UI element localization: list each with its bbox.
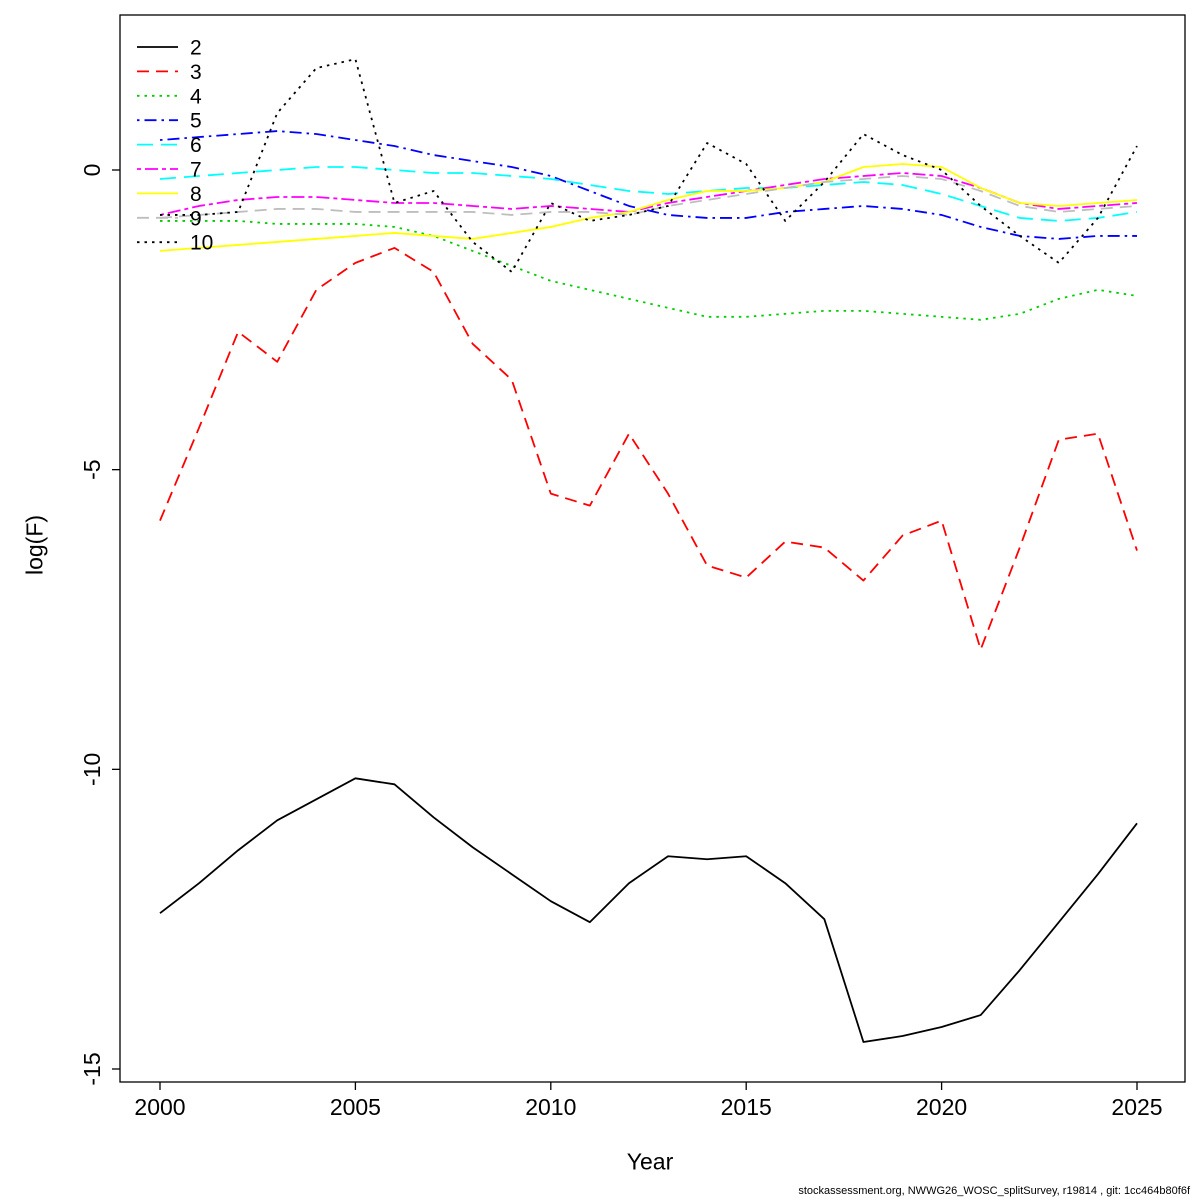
legend-item-4: 4 (137, 85, 202, 108)
series-line-10 (160, 58, 1138, 273)
y-tick-label: 0 (79, 164, 105, 177)
series-line-7 (159, 172, 1138, 216)
legend-item-10: 10 (137, 232, 213, 255)
series-line-9 (159, 175, 1138, 219)
x-tick-label: 2015 (721, 1094, 772, 1120)
y-tick-label: -5 (79, 459, 105, 479)
legend-item-3: 3 (137, 61, 202, 84)
legend-item-8: 8 (137, 183, 202, 206)
legend-label: 6 (190, 134, 202, 157)
legend-item-7: 7 (137, 159, 202, 182)
series-line-2 (159, 777, 1138, 1043)
plot-box (119, 14, 1186, 1083)
x-tick-label: 2005 (330, 1094, 381, 1120)
x-tick-label: 2025 (1111, 1094, 1162, 1120)
legend-label: 2 (190, 37, 202, 60)
x-tick-label: 2000 (134, 1094, 185, 1120)
legend-label: 7 (190, 159, 202, 182)
series-line-3 (159, 247, 1138, 651)
series-line-5 (159, 130, 1137, 240)
legend-item-9: 9 (137, 207, 202, 230)
series-line-4 (160, 220, 1138, 321)
y-axis-title: log(F) (21, 514, 48, 576)
x-tick-label: 2020 (916, 1094, 967, 1120)
series-line-8 (159, 163, 1138, 252)
legend-item-2: 2 (137, 37, 202, 60)
legend-label: 8 (190, 183, 202, 206)
legend-label: 10 (190, 232, 213, 255)
footer-attribution: stockassessment.org, NWWG26_WOSC_splitSu… (798, 1185, 1190, 1197)
legend-label: 3 (190, 61, 202, 84)
y-tick-label: -10 (79, 753, 105, 786)
legend-label: 4 (190, 85, 202, 108)
legend-item-5: 5 (137, 110, 202, 133)
legend-label: 5 (190, 110, 202, 133)
y-tick-label: -15 (79, 1052, 105, 1085)
x-tick-label: 2010 (525, 1094, 576, 1120)
legend-label: 9 (190, 207, 202, 230)
x-axis-title: Year (626, 1148, 674, 1175)
series-line-6 (159, 166, 1138, 222)
legend-item-6: 6 (137, 134, 202, 157)
